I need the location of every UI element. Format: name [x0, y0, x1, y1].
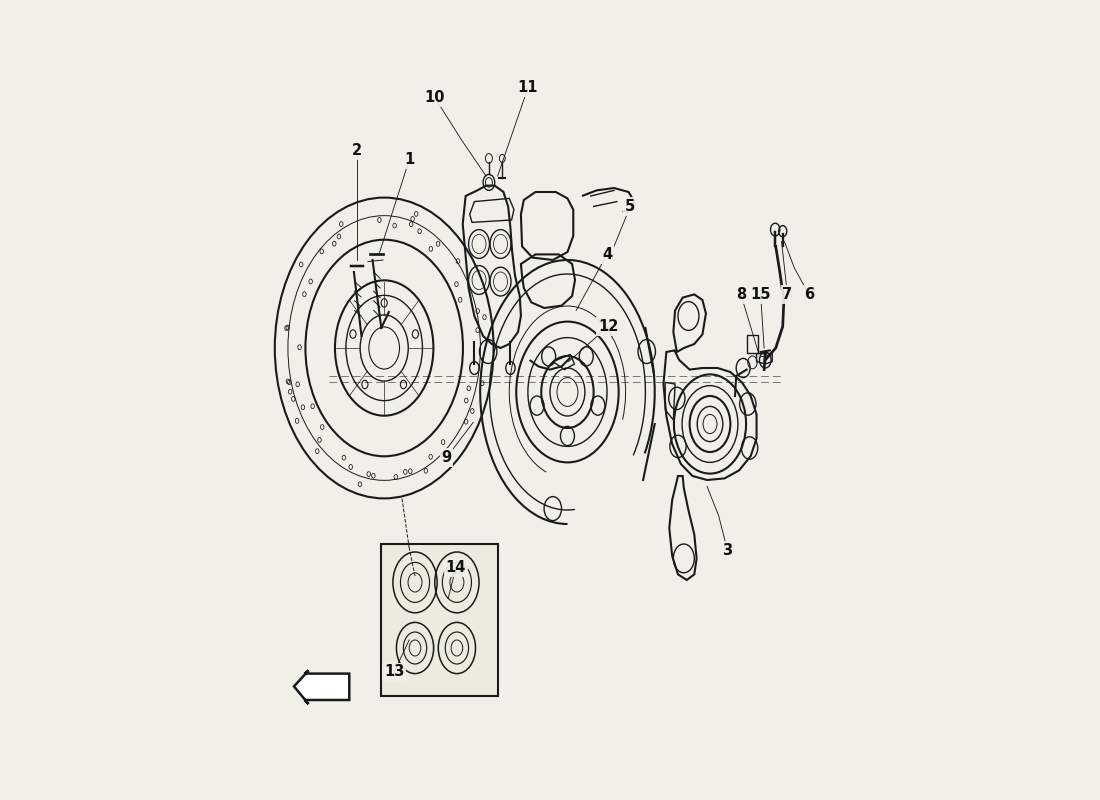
Text: 13: 13	[384, 665, 405, 679]
Text: 6: 6	[804, 287, 814, 302]
Bar	[747, 335, 758, 353]
Text: 12: 12	[598, 319, 618, 334]
Text: 2: 2	[352, 143, 362, 158]
Text: 8: 8	[736, 287, 746, 302]
FancyBboxPatch shape	[382, 544, 497, 696]
Text: 5: 5	[625, 199, 636, 214]
Text: 15: 15	[750, 287, 771, 302]
Polygon shape	[294, 670, 350, 704]
Text: 3: 3	[723, 543, 733, 558]
Text: 4: 4	[602, 247, 612, 262]
Text: 10: 10	[425, 90, 446, 105]
Text: 11: 11	[518, 81, 538, 95]
Text: 1: 1	[404, 153, 415, 167]
Text: 7: 7	[782, 287, 792, 302]
Text: 14: 14	[446, 561, 466, 575]
Text: 9: 9	[441, 450, 451, 465]
